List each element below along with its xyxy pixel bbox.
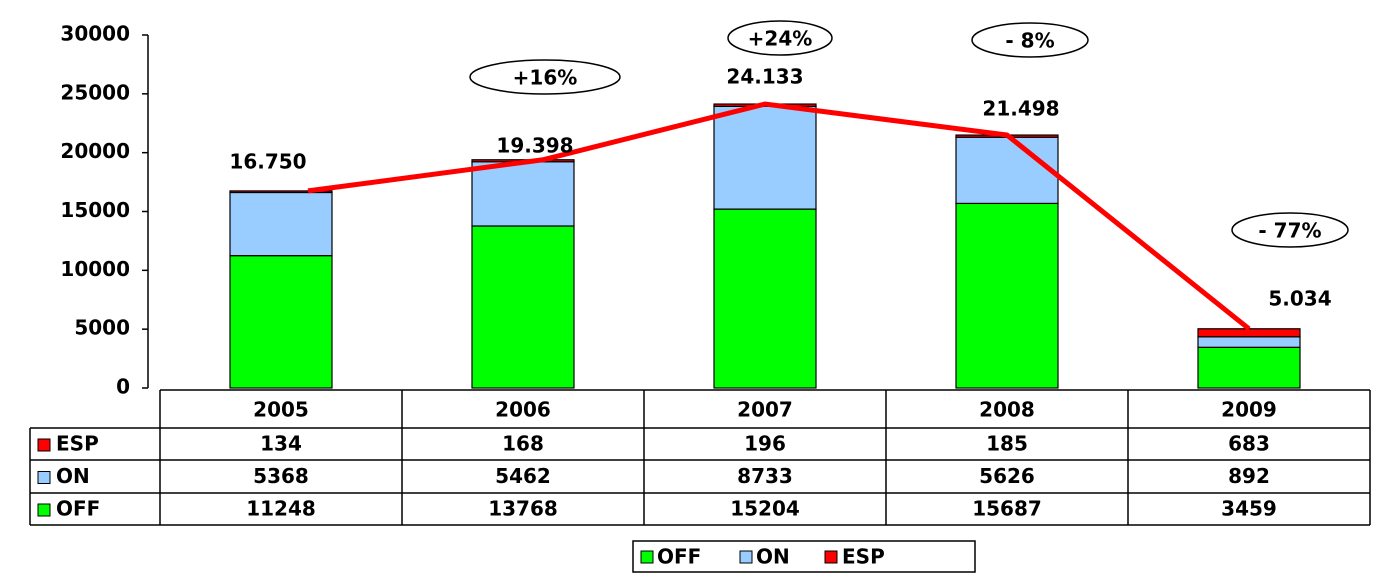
- data-label: 21.498: [982, 97, 1059, 121]
- annotation: +16%: [513, 66, 578, 90]
- table-row-label: OFF: [56, 497, 100, 521]
- bar-segment: [955, 136, 1059, 205]
- bar-segment: [471, 161, 575, 227]
- annotation: - 77%: [1258, 219, 1321, 243]
- x-tick-label: 2007: [737, 398, 793, 422]
- bar-segment: [229, 190, 333, 194]
- y-tick-label: 25000: [60, 80, 130, 104]
- table-cell: 134: [260, 432, 302, 456]
- x-tick-label: 2006: [495, 398, 551, 422]
- data-label: 16.750: [229, 150, 306, 174]
- bar-segment: [955, 202, 1059, 389]
- annotation: - 8%: [1005, 29, 1054, 53]
- table-cell: 3459: [1221, 497, 1277, 521]
- table-cell: 5626: [979, 464, 1035, 488]
- table-swatch: [37, 438, 51, 452]
- table-cell: 683: [1228, 432, 1270, 456]
- data-label: 19.398: [496, 134, 573, 158]
- y-tick-label: 10000: [60, 257, 130, 281]
- table-cell: 892: [1228, 464, 1270, 488]
- y-tick-label: 0: [116, 375, 130, 399]
- table-row-label: ESP: [56, 432, 99, 456]
- legend-swatch: [640, 550, 654, 564]
- table-cell: 8733: [737, 464, 793, 488]
- legend-swatch: [824, 550, 838, 564]
- bar-segment: [1197, 328, 1301, 338]
- bar-segment: [471, 225, 575, 389]
- table-cell: 13768: [488, 497, 558, 521]
- legend-label: ESP: [842, 545, 885, 569]
- table-row-label: ON: [56, 464, 90, 488]
- table-cell: 11248: [246, 497, 316, 521]
- bar-segment: [713, 208, 817, 389]
- x-tick-label: 2005: [253, 398, 309, 422]
- legend-box: [632, 540, 976, 573]
- bar-segment: [229, 255, 333, 389]
- bar-segment: [1197, 346, 1301, 389]
- table-cell: 196: [744, 432, 786, 456]
- x-tick-label: 2009: [1221, 398, 1277, 422]
- data-label: 5.034: [1268, 287, 1331, 311]
- legend-label: ON: [756, 545, 790, 569]
- bar-segment: [1197, 336, 1301, 348]
- bar-segment: [713, 105, 817, 210]
- table-swatch: [37, 471, 51, 484]
- annotation-ellipse: [469, 59, 621, 95]
- legend-swatch: [739, 550, 753, 564]
- table-swatch: [37, 503, 51, 517]
- data-label: 24.133: [726, 65, 803, 89]
- x-tick-label: 2008: [979, 398, 1035, 422]
- legend-label: OFF: [657, 545, 701, 569]
- table-cell: 185: [986, 432, 1028, 456]
- y-tick-label: 30000: [60, 22, 130, 46]
- table-cell: 15687: [972, 497, 1042, 521]
- annotation-ellipse: [971, 22, 1089, 58]
- table-cell: 5462: [495, 464, 551, 488]
- annotation-ellipse: [1231, 212, 1349, 248]
- y-tick-label: 15000: [60, 198, 130, 222]
- total-line: [307, 101, 1251, 331]
- y-tick-label: 5000: [74, 316, 130, 340]
- annotation-ellipse: [727, 20, 833, 56]
- table-cell: 168: [502, 432, 544, 456]
- annotation: +24%: [748, 27, 813, 51]
- bar-segment: [229, 191, 333, 257]
- table-cell: 5368: [253, 464, 309, 488]
- y-tick-label: 20000: [60, 139, 130, 163]
- table-cell: 15204: [730, 497, 800, 521]
